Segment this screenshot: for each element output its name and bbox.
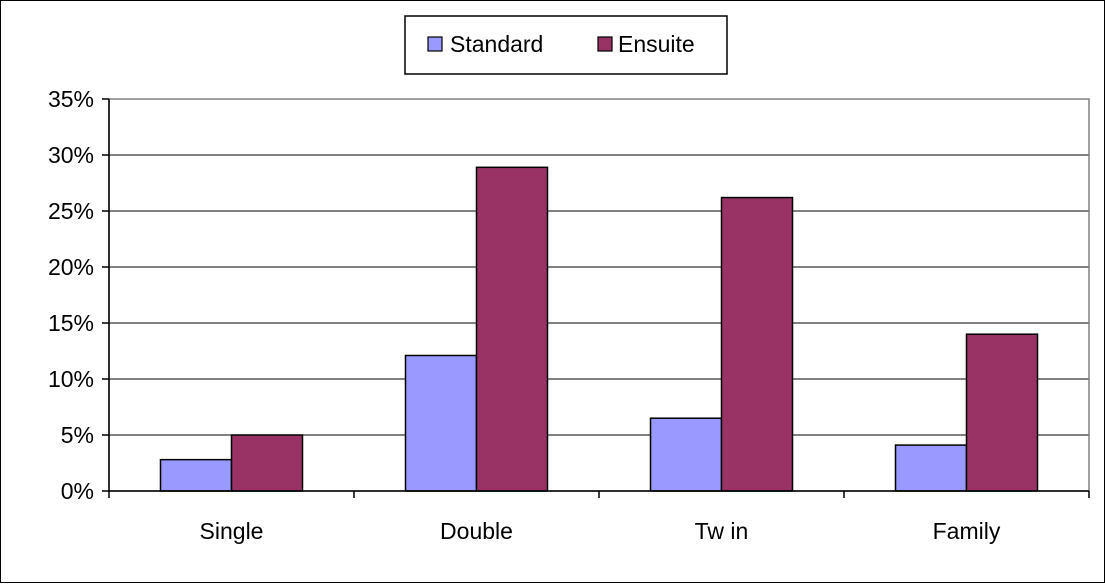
- bars: [159, 166, 1039, 492]
- y-tick-label: 5%: [61, 422, 94, 448]
- y-tick-label: 25%: [48, 198, 94, 224]
- y-tick-label: 35%: [48, 86, 94, 112]
- legend-label-standard: Standard: [450, 31, 543, 57]
- gridlines: [109, 154, 1089, 436]
- x-tick-label: Family: [933, 518, 1001, 544]
- legend-box: [404, 15, 728, 75]
- y-tick-label: 0%: [61, 478, 94, 504]
- bar-ensuite: [720, 196, 794, 492]
- legend-swatch-standard: [427, 36, 443, 52]
- y-tick-label: 15%: [48, 310, 94, 336]
- plot-area: [108, 98, 1090, 492]
- bar-standard: [894, 444, 968, 492]
- bar-ensuite: [965, 333, 1039, 492]
- x-tick-labels: Single Double Tw in Family: [200, 518, 1001, 544]
- bar-standard: [159, 458, 233, 492]
- bar-ensuite: [230, 434, 304, 492]
- legend-label-ensuite: Ensuite: [618, 31, 695, 57]
- legend: Standard Ensuite: [404, 15, 728, 75]
- y-tick-labels: 0% 5% 10% 15% 20% 25% 30% 35%: [48, 86, 94, 504]
- legend-swatch-ensuite: [597, 36, 613, 52]
- bar-standard: [649, 417, 723, 492]
- y-tick-label: 30%: [48, 142, 94, 168]
- x-tick-label: Tw in: [695, 518, 749, 544]
- x-tick-label: Single: [200, 518, 264, 544]
- axes: [102, 98, 1090, 498]
- bar-standard: [404, 354, 478, 492]
- y-tick-label: 10%: [48, 366, 94, 392]
- bar-ensuite: [475, 166, 549, 492]
- y-tick-label: 20%: [48, 254, 94, 280]
- x-tick-label: Double: [440, 518, 513, 544]
